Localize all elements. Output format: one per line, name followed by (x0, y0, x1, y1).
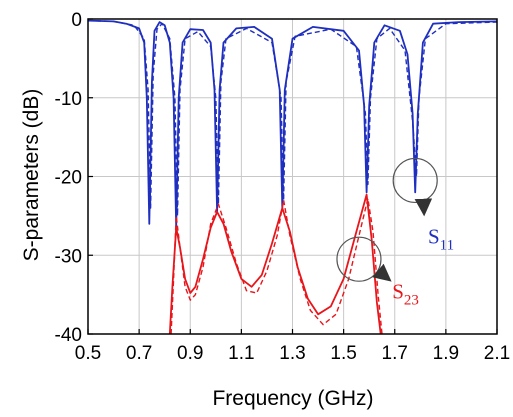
x-tick-label: 1.1 (228, 343, 254, 364)
series-label-main: S (428, 225, 440, 249)
x-tick-label: 0.9 (177, 343, 203, 364)
x-tick-label: 1.7 (382, 343, 408, 364)
series-label-s23: S23 (392, 280, 419, 309)
x-tick-label: 1.9 (433, 343, 459, 364)
y-axis-label: S-parameters (dB) (20, 89, 43, 262)
x-tick-label: 2.1 (484, 343, 510, 364)
x-axis-label: Frequency (GHz) (212, 387, 373, 410)
x-tick-label: 0.5 (75, 343, 101, 364)
annotation-arrow (414, 198, 433, 217)
s23-dashed-line (170, 197, 383, 334)
y-tick-label: -30 (55, 246, 82, 267)
y-tick-label: -10 (55, 89, 82, 110)
s23-solid-line (168, 193, 382, 334)
x-tick-label: 1.3 (279, 343, 305, 364)
y-tick-label: -40 (55, 325, 82, 346)
axis-ticks: 0.5 0.7 0.9 1.1 1.3 1.5 1.7 1.9 2.1 0 -10 -20 -30 -40 (55, 10, 511, 364)
series-label-subscript: 11 (440, 238, 454, 254)
grid (88, 19, 497, 334)
x-tick-label: 0.7 (126, 343, 152, 364)
plot-lines (88, 19, 497, 334)
annotation-arrow (372, 263, 392, 282)
series-label-subscript: 23 (404, 293, 419, 309)
series-label-s11: S11 (428, 225, 454, 254)
series-label-main: S (392, 280, 404, 304)
s11-solid-line (88, 19, 497, 229)
s11-dashed-line (88, 19, 497, 217)
annotation-circle (336, 236, 382, 282)
x-tick-label: 1.5 (330, 343, 356, 364)
y-tick-label: -20 (55, 168, 82, 189)
y-tick-label: 0 (71, 10, 82, 31)
